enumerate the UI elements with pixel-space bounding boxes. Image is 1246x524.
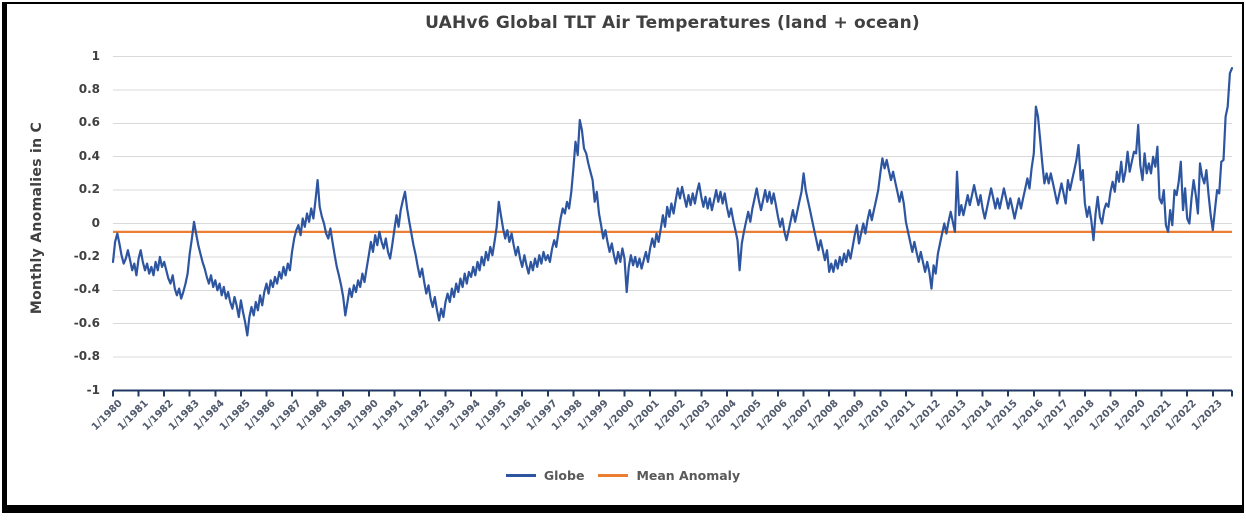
legend: Globe Mean Anomaly xyxy=(0,468,1246,483)
legend-swatch-mean-anomaly-icon xyxy=(598,474,629,477)
gridlines xyxy=(113,56,1232,358)
y-tick-label: -0.6 xyxy=(73,315,100,330)
y-tick-label: 0.4 xyxy=(78,148,100,163)
y-tick-label: -0.4 xyxy=(73,282,100,297)
y-tick-label: 0.2 xyxy=(78,182,100,197)
y-tick-label: 0 xyxy=(91,215,100,230)
legend-label-globe: Globe xyxy=(543,468,585,483)
legend-label-mean-anomaly: Mean Anomaly xyxy=(636,468,741,483)
legend-item-globe: Globe xyxy=(505,468,585,483)
y-tick-label: 0.8 xyxy=(78,81,100,96)
legend-swatch-globe-icon xyxy=(505,474,536,477)
y-tick-label: 0.6 xyxy=(78,115,100,130)
y-tick-label: -1 xyxy=(86,382,100,397)
y-tick-label: -0.8 xyxy=(73,349,100,364)
globe-line xyxy=(111,67,1234,337)
x-axis-ticks xyxy=(112,390,1233,397)
legend-item-mean-anomaly: Mean Anomaly xyxy=(598,468,740,483)
y-tick-label: 1 xyxy=(91,48,100,63)
chart-title: UAHv6 Global TLT Air Temperatures (land … xyxy=(425,13,920,33)
y-tick-label: -0.2 xyxy=(73,248,100,263)
